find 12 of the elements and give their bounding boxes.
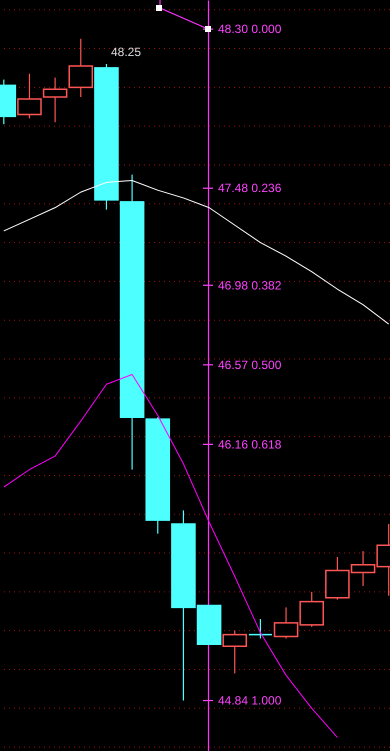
ref-line-label: 46.98 0.382	[218, 278, 282, 292]
ref-line-label: 47.48 0.236	[218, 181, 282, 196]
ref-line-label: 44.84 1.000	[218, 694, 282, 708]
ref-line-label: 46.57 0.500	[218, 358, 282, 372]
annotation: 48.25	[111, 45, 142, 59]
candlestick	[42, 77, 68, 123]
candlestick	[17, 73, 42, 119]
ref-line-label: 48.30 0.000	[218, 22, 282, 36]
candlestick	[248, 618, 273, 640]
ref-line-label: 46.16 0.618	[218, 437, 282, 452]
candlestick	[68, 38, 94, 98]
candlestick	[222, 630, 248, 674]
